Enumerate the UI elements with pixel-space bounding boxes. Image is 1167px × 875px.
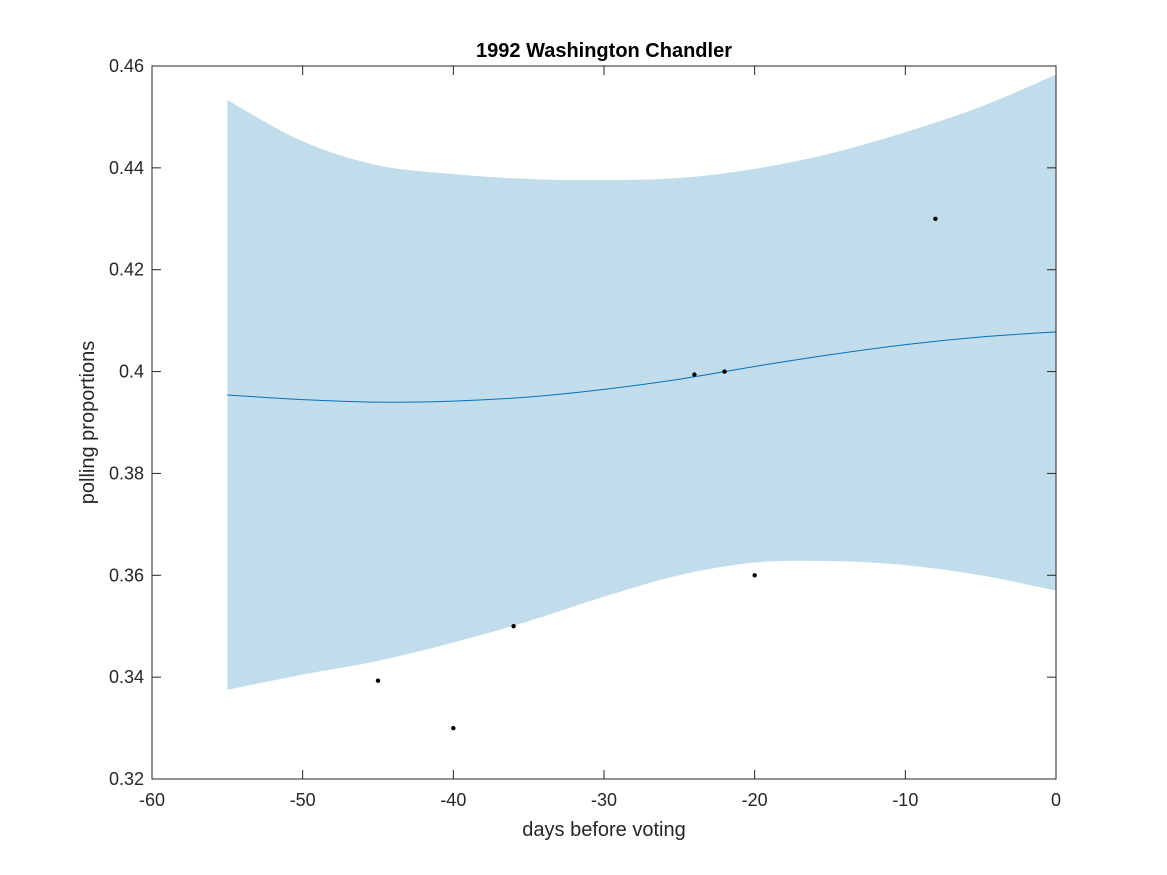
confidence-band	[227, 74, 1056, 690]
x-tick-label: -60	[139, 790, 165, 810]
data-points-layer	[375, 216, 938, 731]
y-tick-label: 0.46	[109, 56, 144, 76]
x-tick-label: -20	[742, 790, 768, 810]
data-point	[752, 573, 757, 578]
y-tick-label: 0.38	[109, 463, 144, 483]
x-tick-labels: -60 -50 -40 -30 -20 -10 0	[139, 790, 1061, 810]
data-point	[692, 372, 697, 377]
y-axis-title: polling proportions	[77, 341, 99, 504]
tick-layer	[151, 65, 1057, 780]
y-tick-label: 0.4	[119, 362, 144, 382]
series-line-layer	[227, 331, 1057, 403]
y-tick-labels: 0.32 0.34 0.36 0.38 0.4 0.42 0.44 0.46	[109, 56, 144, 789]
confidence-band-layer	[227, 74, 1056, 690]
data-point	[933, 216, 938, 221]
chart-title: 1992 Washington Chandler	[476, 40, 732, 62]
data-point	[511, 624, 516, 629]
x-tick-label: -30	[591, 790, 617, 810]
x-tick-label: -40	[440, 790, 466, 810]
x-tick-label: -50	[290, 790, 316, 810]
x-axis-title: days before voting	[522, 819, 685, 841]
series-line-0	[227, 331, 1057, 403]
x-tick-label: -10	[892, 790, 918, 810]
x-tick-label: 0	[1051, 790, 1061, 810]
data-point	[375, 678, 381, 683]
y-tick-label: 0.32	[109, 769, 144, 789]
y-tick-label: 0.36	[109, 565, 144, 585]
y-tick-label: 0.44	[109, 158, 144, 178]
y-tick-label: 0.42	[109, 260, 144, 280]
data-point	[722, 369, 727, 374]
data-point	[451, 725, 456, 731]
y-tick-label: 0.34	[109, 667, 144, 687]
